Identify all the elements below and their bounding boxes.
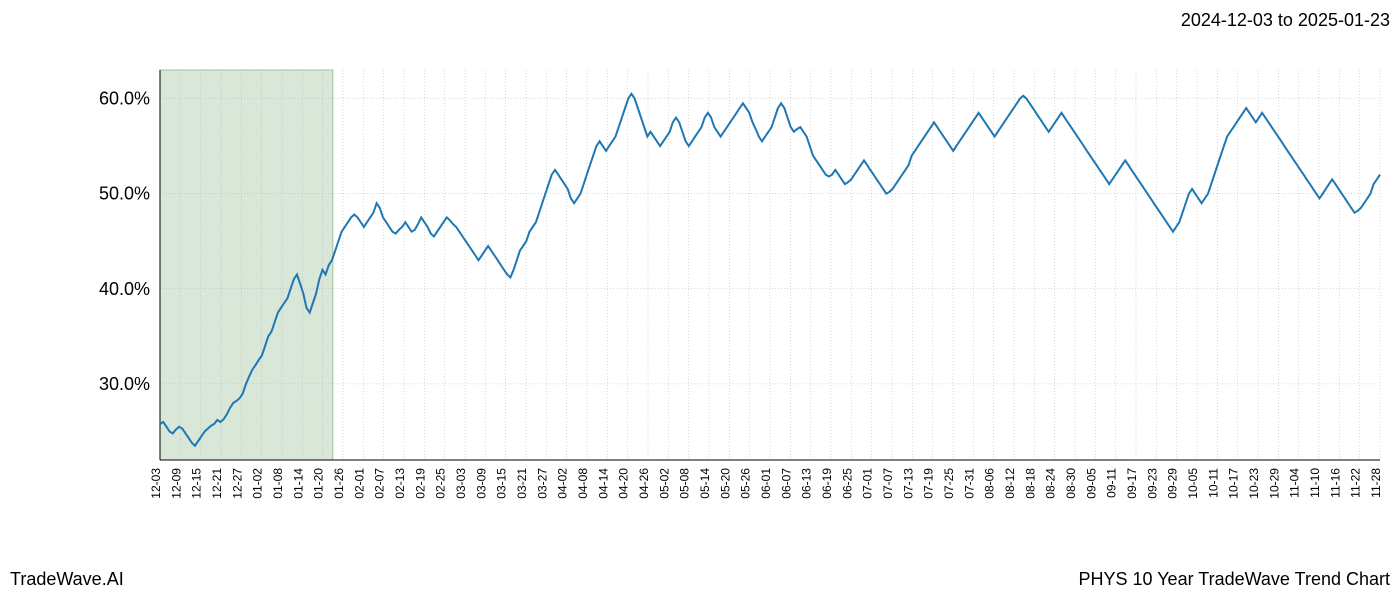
x-tick-label: 05-14 — [698, 468, 712, 499]
x-tick-label: 04-14 — [596, 468, 610, 499]
x-tick-label: 01-08 — [271, 468, 285, 499]
x-tick-label: 09-05 — [1084, 468, 1098, 499]
x-tick-label: 01-20 — [312, 468, 326, 499]
x-tick-label: 03-03 — [454, 468, 468, 499]
x-tick-label: 08-06 — [983, 468, 997, 499]
trend-line — [160, 94, 1380, 446]
x-tick-label: 08-30 — [1064, 468, 1078, 499]
x-tick-label: 08-12 — [1003, 468, 1017, 499]
x-tick-label: 05-20 — [718, 468, 732, 499]
x-tick-label: 03-27 — [535, 468, 549, 499]
y-tick-label: 30.0% — [99, 374, 150, 394]
x-tick-label: 03-09 — [474, 468, 488, 499]
x-tick-label: 12-21 — [210, 468, 224, 499]
x-tick-label: 04-26 — [637, 468, 651, 499]
x-tick-label: 07-31 — [962, 468, 976, 499]
x-tick-label: 05-08 — [678, 468, 692, 499]
chart-svg: 30.0% 40.0% 50.0% 60.0% 12-03 12-09 12-15 12-21… — [60, 60, 1390, 530]
x-tick-label: 12-27 — [230, 468, 244, 499]
x-tick-label: 06-13 — [800, 468, 814, 499]
x-tick-label: 12-15 — [190, 468, 204, 499]
chart-area: 30.0% 40.0% 50.0% 60.0% 12-03 12-09 12-15 12-21… — [60, 60, 1390, 530]
x-tick-label: 02-19 — [413, 468, 427, 499]
x-tick-label: 05-26 — [739, 468, 753, 499]
x-tick-label: 11-04 — [1288, 468, 1302, 498]
x-tick-label: 08-24 — [1044, 468, 1058, 499]
x-tick-label: 06-01 — [759, 468, 773, 499]
x-tick-label: 01-02 — [251, 468, 265, 499]
x-tick-label: 10-05 — [1186, 468, 1200, 499]
x-tick-label: 02-07 — [373, 468, 387, 499]
x-tick-label: 07-19 — [922, 468, 936, 499]
x-tick-label: 03-21 — [515, 468, 529, 499]
y-tick-label: 40.0% — [99, 279, 150, 299]
x-tick-label: 10-23 — [1247, 468, 1261, 499]
x-tick-label: 06-07 — [779, 468, 793, 499]
x-tick-label: 06-25 — [840, 468, 854, 499]
x-tick-label: 05-02 — [657, 468, 671, 499]
x-tick-label: 02-25 — [434, 468, 448, 499]
x-tick-label: 07-13 — [901, 468, 915, 499]
x-tick-label: 12-03 — [149, 468, 163, 499]
x-tick-label: 02-01 — [352, 468, 366, 499]
x-tick-label: 07-01 — [861, 468, 875, 499]
x-tick-label: 09-29 — [1166, 468, 1180, 499]
x-tick-label: 01-26 — [332, 468, 346, 499]
y-tick-label: 60.0% — [99, 89, 150, 109]
x-tick-label: 11-28 — [1369, 468, 1383, 498]
x-tick-label: 07-25 — [942, 468, 956, 499]
date-range: 2024-12-03 to 2025-01-23 — [1181, 10, 1390, 31]
x-tick-label: 02-13 — [393, 468, 407, 499]
x-tick-label: 04-08 — [576, 468, 590, 499]
x-tick-label: 10-29 — [1267, 468, 1281, 499]
x-tick-label: 09-23 — [1145, 468, 1159, 499]
x-tick-label: 09-11 — [1105, 468, 1119, 498]
x-tick-label: 11-10 — [1308, 468, 1322, 498]
x-tick-label: 10-17 — [1227, 468, 1241, 499]
x-tick-label: 01-14 — [291, 468, 305, 499]
x-tick-label: 10-11 — [1206, 468, 1220, 498]
x-tick-label: 04-02 — [556, 468, 570, 499]
x-tick-label: 06-19 — [820, 468, 834, 499]
x-tick-label: 11-16 — [1328, 468, 1342, 498]
x-tick-label: 08-18 — [1023, 468, 1037, 499]
x-tick-label: 09-17 — [1125, 468, 1139, 499]
brand-label: TradeWave.AI — [10, 569, 124, 590]
chart-title: PHYS 10 Year TradeWave Trend Chart — [1078, 569, 1390, 590]
x-tick-label: 12-09 — [169, 468, 183, 499]
highlight-band — [160, 70, 333, 460]
x-tick-label: 04-20 — [617, 468, 631, 499]
x-tick-label: 11-22 — [1349, 468, 1363, 498]
y-tick-label: 50.0% — [99, 184, 150, 204]
x-tick-label: 03-15 — [495, 468, 509, 499]
x-tick-label: 07-07 — [881, 468, 895, 499]
